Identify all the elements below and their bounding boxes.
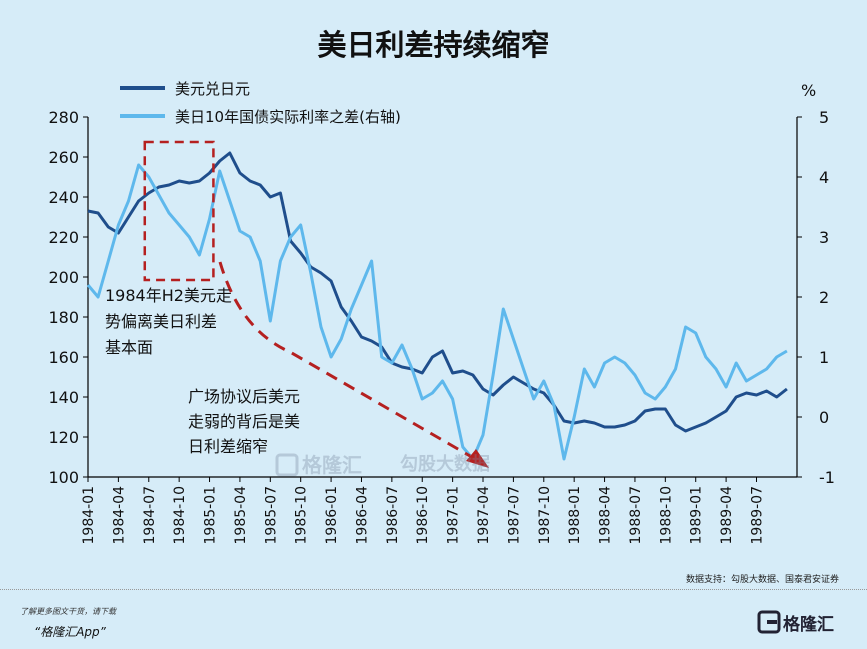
x-tick-label: 1989-07 — [749, 486, 765, 545]
annotation-arrow-label: 走弱的背后是美 — [188, 412, 300, 431]
left-tick-label: 200 — [48, 268, 79, 287]
watermark: 格隆汇 勾股大数据 — [275, 453, 490, 477]
x-tick-label: 1984-10 — [172, 486, 188, 545]
right-tick-label: 1 — [819, 348, 829, 367]
x-tick-label: 1985-10 — [294, 486, 310, 545]
x-tick-label: 1985-07 — [263, 486, 279, 545]
brand-logo-icon: 格隆汇 — [757, 610, 834, 635]
footer-promo-text: 了解更多图文干货，请下载 — [20, 607, 116, 616]
watermark-text: 勾股大数据 — [400, 453, 490, 475]
left-tick-label: 280 — [48, 108, 79, 127]
x-tick-label: 1989-01 — [689, 486, 705, 545]
right-tick-label: -1 — [819, 468, 835, 487]
series-line-usdjpy — [87, 151, 788, 433]
right-tick-label: 3 — [819, 228, 829, 247]
watermark-logo-icon — [275, 453, 299, 477]
annotation-box-label: 1984年H2美元走 — [105, 286, 232, 305]
x-tick-label: 1988-04 — [598, 486, 614, 545]
annotation-arrowhead-icon — [466, 449, 489, 468]
annotation-arrow — [218, 261, 471, 458]
annotation-arrow-label: 日利差缩窄 — [188, 437, 268, 456]
right-tick-label: 4 — [819, 168, 829, 187]
x-tick-label: 1988-07 — [628, 486, 644, 545]
right-tick-label: 0 — [819, 408, 829, 427]
x-tick-label: 1987-07 — [506, 486, 522, 545]
source-note: 数据支持：勾股大数据、国泰君安证券 — [685, 575, 839, 585]
left-tick-label: 120 — [48, 428, 79, 447]
left-tick-label: 140 — [48, 388, 79, 407]
chart-title: 美日利差持续缩窄 — [317, 28, 550, 62]
legend-label: 美元兑日元 — [175, 80, 250, 98]
x-tick-label: 1986-01 — [324, 486, 340, 545]
footer-app-name: “格隆汇App” — [34, 625, 106, 639]
x-tick-label: 1987-10 — [537, 486, 553, 545]
x-tick-label: 1988-01 — [567, 486, 583, 545]
left-tick-label: 260 — [48, 148, 79, 167]
annotation-box — [143, 140, 215, 282]
left-tick-label: 160 — [48, 348, 79, 367]
x-tick-label: 1989-04 — [719, 486, 735, 545]
left-tick-label: 240 — [48, 188, 79, 207]
x-tick-label: 1986-07 — [385, 486, 401, 545]
x-tick-label: 1986-04 — [354, 486, 370, 545]
annotation-box-label: 势偏离美日利差 — [105, 312, 217, 331]
x-tick-label: 1988-10 — [658, 486, 674, 545]
left-tick-label: 100 — [48, 468, 79, 487]
right-tick-label: 5 — [819, 108, 829, 127]
watermark-text: 格隆汇 — [302, 453, 362, 477]
left-tick-label: 220 — [48, 228, 79, 247]
x-tick-label: 1986-10 — [415, 486, 431, 545]
chart-svg: 100 120 140 160 180 200 220 240 260 280 -1 0 1 2 3 4 5% 1… — [48, 80, 835, 545]
series-line-rate-spread — [86, 163, 788, 461]
x-tick-label: 1987-01 — [446, 486, 462, 545]
legend-label: 美日10年国债实际利率之差(右轴) — [175, 108, 401, 126]
left-tick-label: 180 — [48, 308, 79, 327]
right-axis-unit: % — [801, 81, 816, 100]
svg-text:格隆汇: 格隆汇 — [783, 614, 834, 635]
right-tick-label: 2 — [819, 288, 829, 307]
x-tick-label: 1984-04 — [111, 486, 127, 545]
x-tick-label: 1985-01 — [203, 486, 219, 545]
annotation-arrow-label: 广场协议后美元 — [188, 387, 300, 406]
annotation-box-label: 基本面 — [105, 338, 153, 357]
x-tick-label: 1984-07 — [142, 486, 158, 545]
x-tick-label: 1984-01 — [81, 486, 97, 545]
divider — [0, 589, 867, 590]
x-tick-label: 1985-04 — [233, 486, 249, 545]
x-tick-label: 1987-04 — [476, 486, 492, 545]
